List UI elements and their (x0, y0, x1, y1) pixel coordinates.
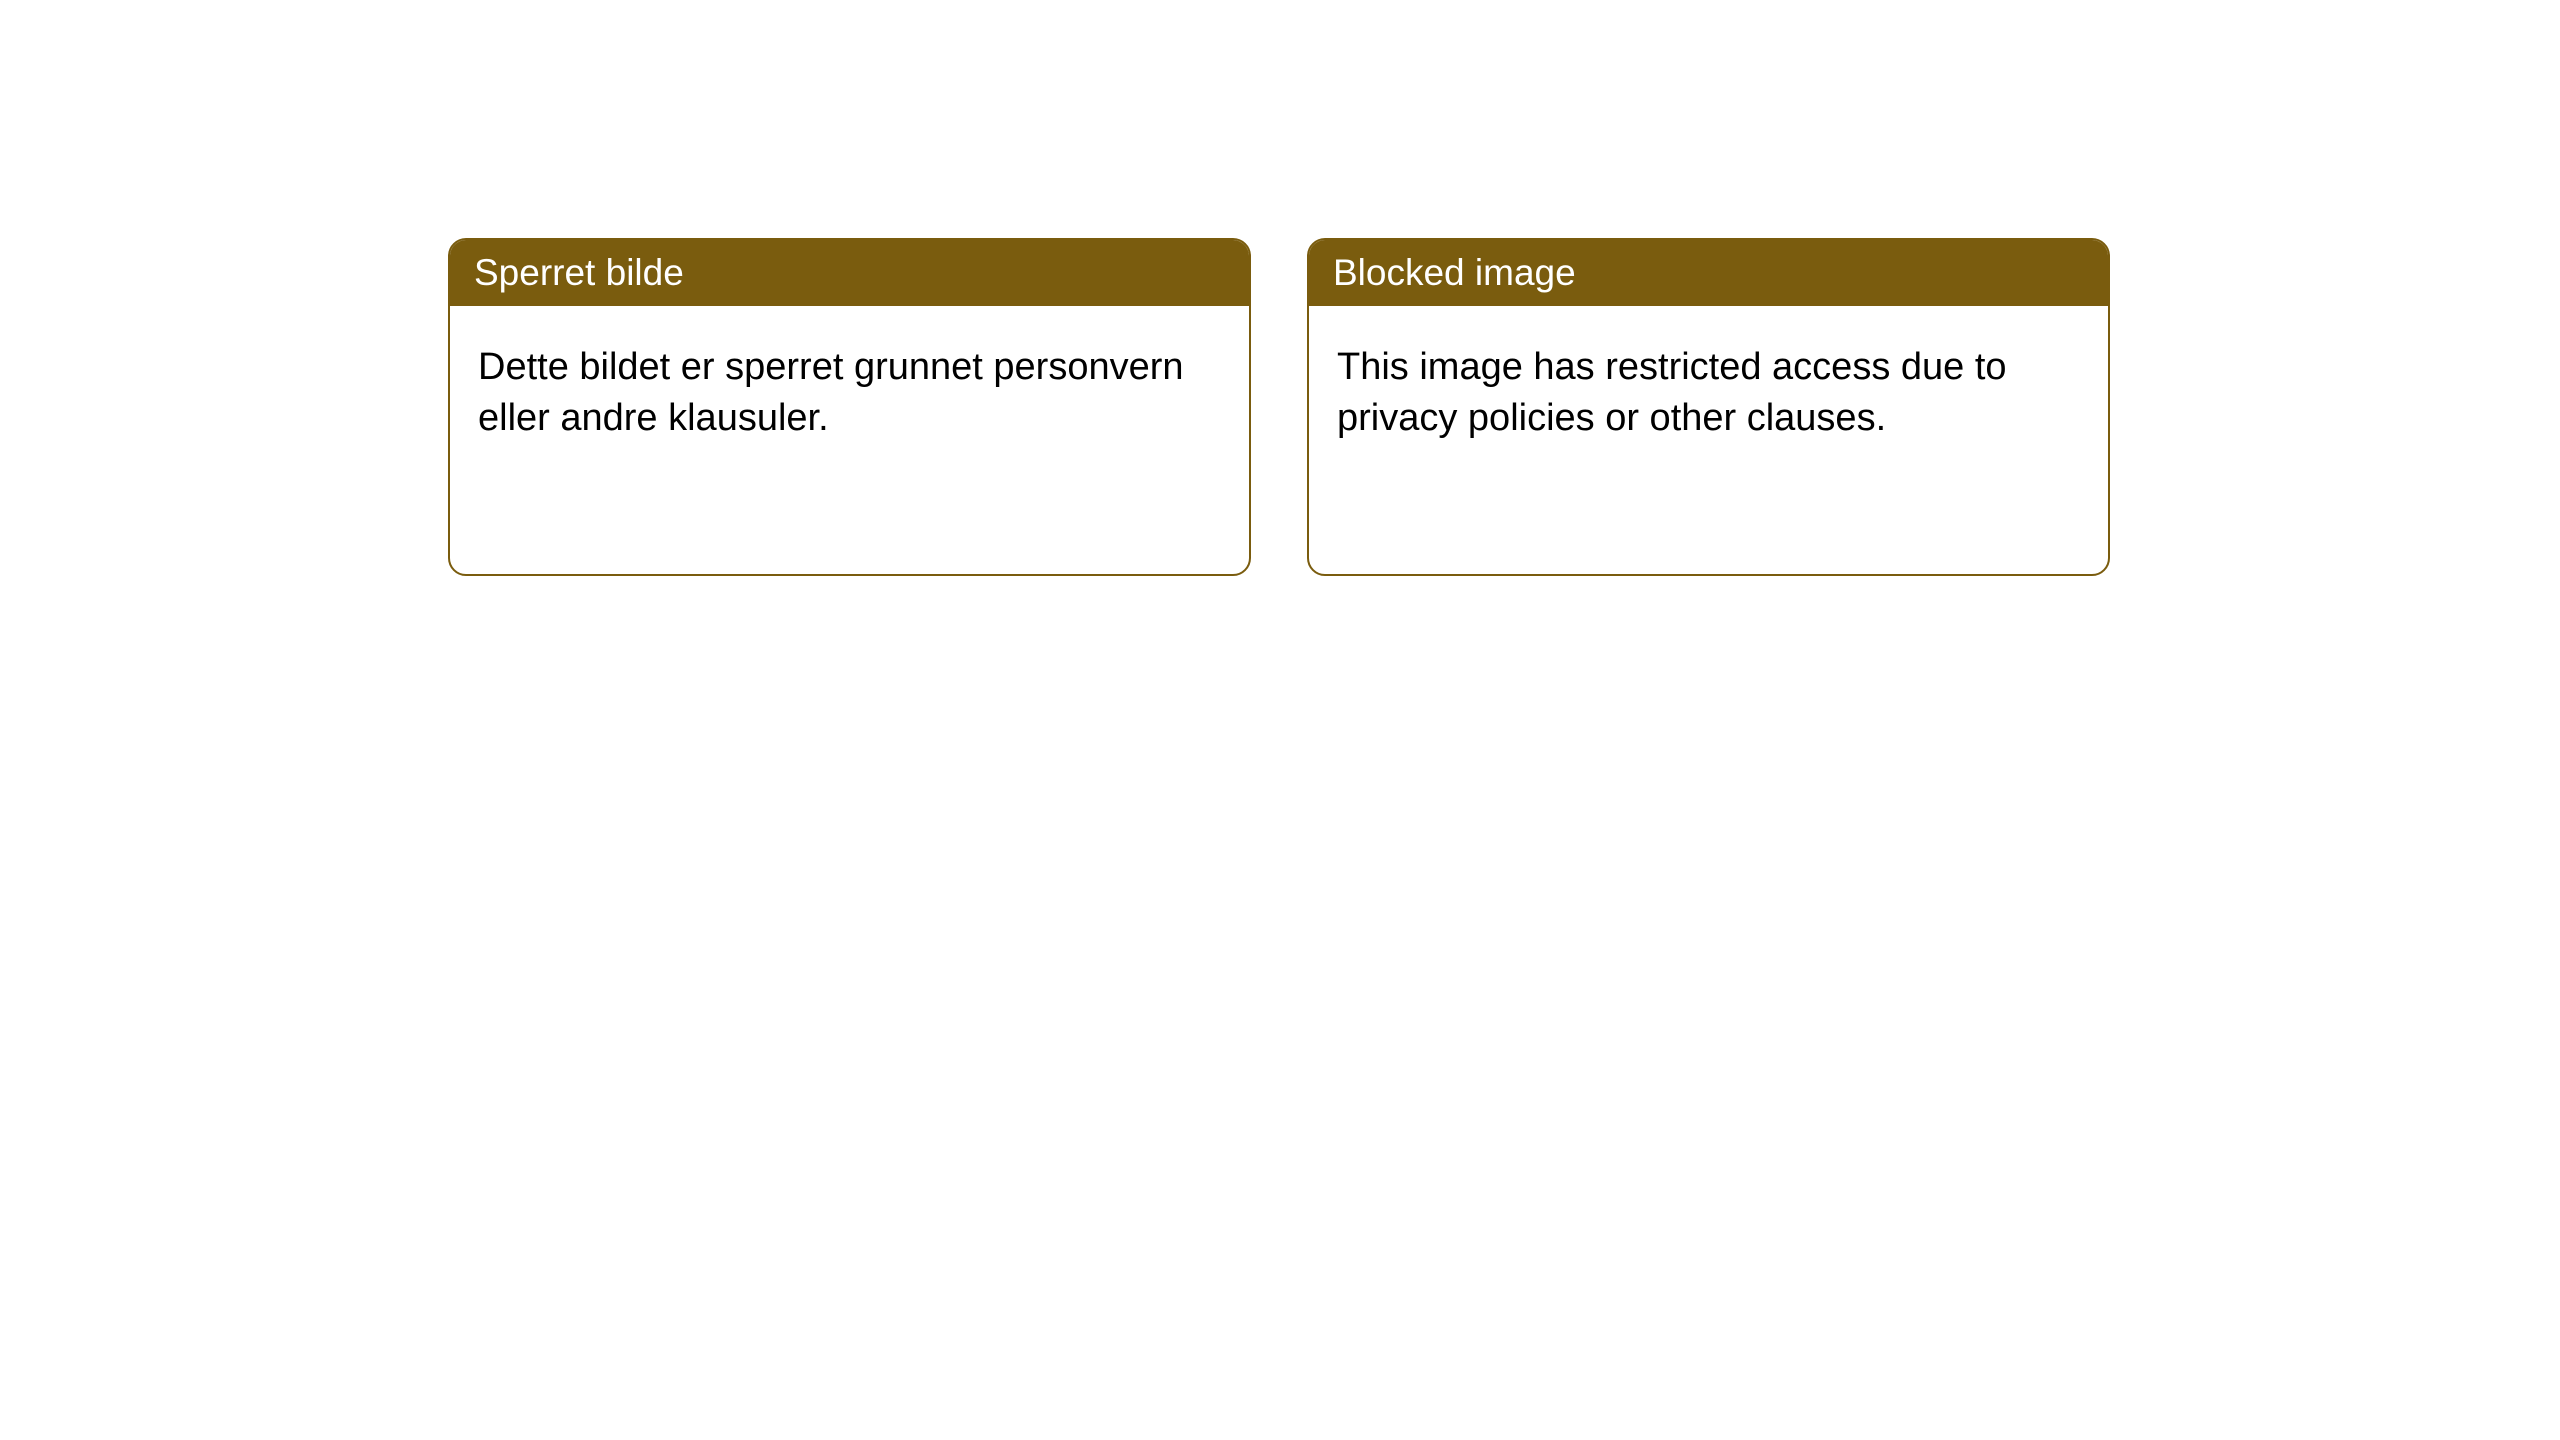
notice-container: Sperret bilde Dette bildet er sperret gr… (0, 0, 2560, 576)
notice-body: This image has restricted access due to … (1309, 306, 2108, 481)
notice-card-norwegian: Sperret bilde Dette bildet er sperret gr… (448, 238, 1251, 576)
notice-title: Blocked image (1309, 240, 2108, 306)
notice-card-english: Blocked image This image has restricted … (1307, 238, 2110, 576)
notice-body: Dette bildet er sperret grunnet personve… (450, 306, 1249, 481)
notice-title: Sperret bilde (450, 240, 1249, 306)
